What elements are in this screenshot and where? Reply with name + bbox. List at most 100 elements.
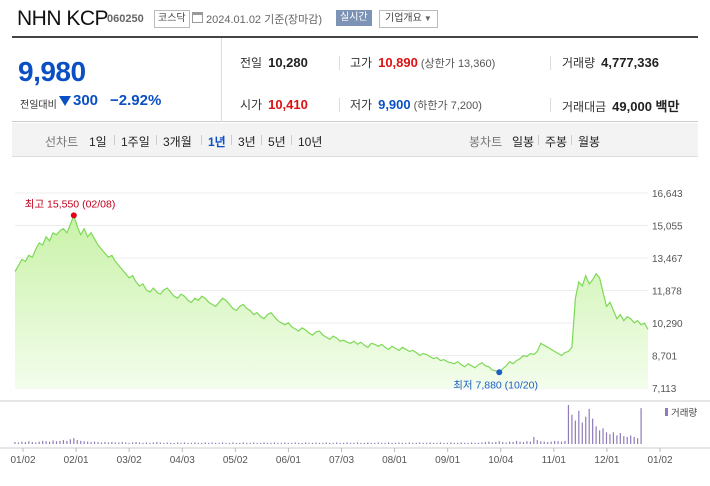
volume-bar [218, 442, 220, 444]
volume-bar [125, 442, 127, 444]
period-1w[interactable]: 1주일 [121, 135, 150, 149]
candle-weekly[interactable]: 주봉 [545, 135, 568, 149]
volume-bar [363, 442, 365, 444]
volume-bar [138, 442, 141, 444]
volume-bar [415, 442, 417, 444]
period-10y[interactable]: 10년 [298, 135, 323, 149]
x-tick-label: 01/02 [10, 455, 35, 466]
company-info-button[interactable]: 기업개요 ▼ [379, 10, 438, 28]
volume-bar [505, 442, 507, 444]
low-price: 저가 9,900 (하한가 7,200) [350, 96, 482, 113]
volume-bar [339, 442, 341, 444]
volume-bar [356, 442, 359, 444]
volume-bar [450, 442, 452, 444]
volume-bar [325, 442, 327, 444]
min-label: 최저 7,880 (10/20) [453, 379, 538, 391]
down-arrow-icon [59, 96, 71, 106]
volume-bar [391, 442, 393, 444]
x-tick-label: 02/01 [64, 455, 89, 466]
change-value: 300 [73, 92, 99, 109]
chevron-down-icon: ▼ [423, 14, 432, 23]
volume-bar [567, 405, 570, 444]
volume-bar [401, 442, 404, 444]
volume-bar [377, 442, 379, 444]
candle-chart-label: 봉차트 [469, 135, 503, 149]
prev-close-label: 전일 [240, 56, 263, 70]
volume-bar [166, 442, 168, 444]
volume-bar [76, 440, 78, 444]
volume-bar [215, 442, 217, 444]
volume-bar [640, 408, 642, 444]
period-3m[interactable]: 3개월 [163, 135, 192, 149]
volume-bar [294, 442, 296, 444]
candle-monthly[interactable]: 월봉 [578, 135, 601, 149]
x-tick-label: 04/03 [170, 455, 195, 466]
volume-bar [467, 442, 469, 444]
volume-bar [585, 416, 587, 444]
realtime-button[interactable]: 실시간 [336, 10, 372, 26]
period-1y[interactable]: 1년 [208, 135, 226, 149]
volume-bar [439, 442, 442, 444]
volume-bar [329, 442, 331, 444]
volume-bar [405, 442, 407, 444]
volume-bar [394, 442, 397, 444]
volume-bar [336, 442, 338, 444]
volume-bar [495, 442, 497, 444]
trading-amount: 거래대금 49,000 백만 [562, 96, 679, 115]
volume-bar [578, 410, 580, 444]
volume-bar [422, 442, 424, 444]
candle-daily[interactable]: 일봉 [512, 135, 535, 149]
volume-bar [87, 441, 89, 444]
open-price: 시가 10,410 [240, 96, 308, 113]
volume-bar [277, 442, 279, 444]
volume-bar [69, 439, 71, 444]
x-tick-label: 09/01 [435, 455, 460, 466]
upper-limit: (상한가 13,360) [420, 58, 496, 70]
volume-bar [602, 428, 604, 444]
volume-bar [284, 442, 286, 444]
period-1d[interactable]: 1일 [89, 135, 107, 149]
volume-bar [38, 441, 40, 444]
volume-bar [522, 442, 525, 444]
volume-bar [239, 442, 241, 444]
volume-bar [612, 432, 615, 444]
volume-bar [121, 442, 123, 444]
quote-box: 9,980 전일대비 300 −2.92% 전일 10,280 고가 10,890(… [12, 36, 698, 122]
volume-bar [436, 442, 438, 444]
volume-bar [595, 426, 597, 444]
volume-bar [173, 442, 175, 444]
volume-bar [235, 442, 237, 444]
x-tick-label: 12/01 [594, 455, 619, 466]
x-tick-label: 03/02 [117, 455, 142, 466]
volume-bar [48, 441, 51, 444]
period-3y[interactable]: 3년 [238, 135, 256, 149]
base-date: 2024.01.02 기준(장마감) [206, 14, 323, 26]
max-label: 최고 15,550 (02/08) [25, 198, 116, 210]
max-point-marker [70, 212, 77, 219]
volume-bar [176, 442, 179, 444]
volume-legend-label: 거래량 [671, 407, 697, 419]
x-tick-label: 07/03 [329, 455, 354, 466]
change-rate: −2.92% [110, 92, 162, 109]
volume-bar [31, 442, 33, 444]
volume: 거래량 4,777,336 [562, 54, 659, 71]
volume-bar [346, 442, 348, 444]
volume-bar [225, 442, 227, 444]
volume-bar [42, 440, 44, 444]
low-value: 9,900 [378, 97, 411, 112]
volume-bar [80, 440, 82, 444]
volume-bar [135, 442, 137, 444]
volume-bar [571, 414, 573, 444]
company-info-label: 기업개요 [385, 13, 422, 24]
volume-bar [211, 442, 213, 444]
period-5y[interactable]: 5년 [268, 135, 286, 149]
volume-bar [343, 442, 345, 444]
volume-bar [481, 442, 483, 444]
price-line [14, 213, 649, 374]
change-label: 전일대비 [20, 100, 57, 111]
volume-bar [322, 442, 324, 444]
volume-bar [90, 442, 92, 444]
volume-bar [332, 442, 334, 444]
volume-bar [315, 442, 317, 444]
volume-bar [197, 442, 199, 444]
